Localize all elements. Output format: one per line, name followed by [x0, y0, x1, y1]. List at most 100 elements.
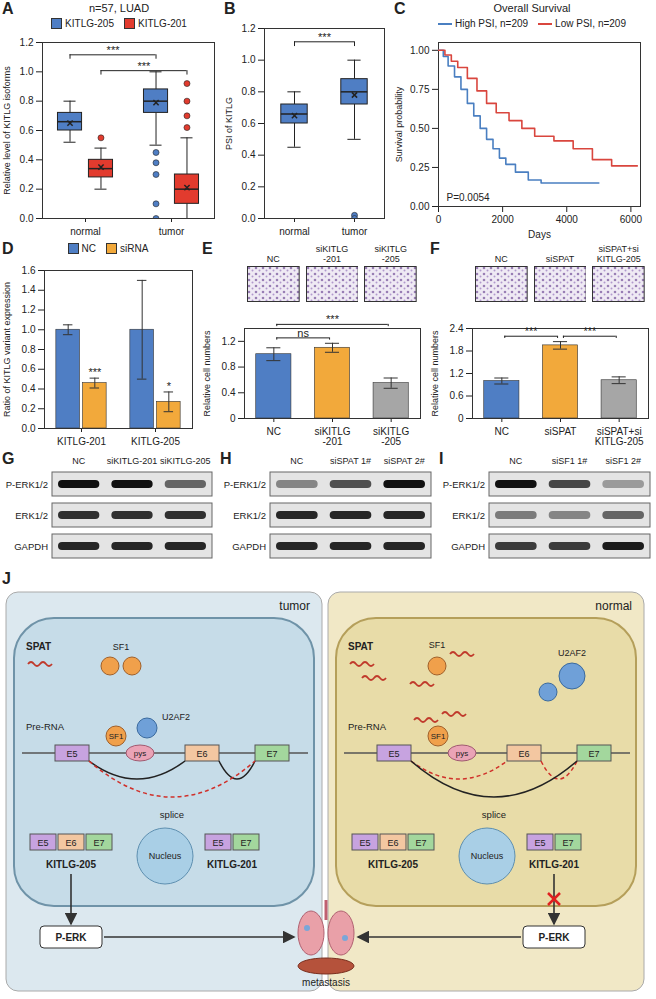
svg-text:***: *** — [88, 366, 102, 378]
svg-text:0.4: 0.4 — [20, 154, 34, 165]
svg-text:tumor: tumor — [342, 226, 368, 237]
svg-text:E7: E7 — [415, 838, 426, 848]
svg-text:siSF1 2#: siSF1 2# — [605, 456, 641, 466]
svg-text:1.2: 1.2 — [222, 336, 236, 347]
svg-text:***: *** — [107, 44, 121, 56]
svg-text:Days: Days — [528, 229, 551, 240]
svg-text:siKITLG-205: siKITLG-205 — [160, 456, 211, 466]
svg-text:metastasis: metastasis — [302, 977, 350, 988]
svg-text:1.2: 1.2 — [450, 368, 464, 379]
svg-text:0: 0 — [436, 214, 442, 225]
svg-text:Relative cell numbers: Relative cell numbers — [202, 330, 212, 417]
svg-text:E5: E5 — [359, 838, 370, 848]
svg-text:E6: E6 — [65, 838, 76, 848]
svg-text:SF1: SF1 — [429, 640, 446, 650]
svg-text:normal: normal — [70, 226, 101, 237]
svg-text:U2AF2: U2AF2 — [162, 712, 190, 722]
svg-text:normal: normal — [595, 599, 632, 613]
svg-text:Pre-RNA: Pre-RNA — [348, 721, 387, 732]
svg-text:0.8: 0.8 — [222, 361, 236, 372]
svg-text:KITLG-201: KITLG-201 — [529, 859, 579, 870]
svg-text:tumor: tumor — [279, 599, 310, 613]
svg-text:P=0.0054: P=0.0054 — [447, 192, 491, 203]
svg-text:1.2: 1.2 — [22, 304, 36, 315]
svg-text:ns: ns — [297, 327, 309, 339]
svg-text:SF1: SF1 — [109, 732, 124, 741]
svg-text:0.0: 0.0 — [242, 213, 256, 224]
svg-text:0.8: 0.8 — [22, 344, 36, 355]
svg-text:GAPDH: GAPDH — [14, 541, 48, 552]
svg-text:0.75: 0.75 — [410, 84, 430, 95]
svg-text:splice: splice — [482, 809, 506, 820]
svg-text:KITLG-201: KITLG-201 — [57, 436, 106, 447]
svg-text:E5: E5 — [37, 838, 48, 848]
svg-text:E6: E6 — [387, 838, 398, 848]
svg-text:splice: splice — [160, 809, 184, 820]
svg-text:siSPAT 2#: siSPAT 2# — [384, 456, 425, 466]
svg-text:siKITLG-201: siKITLG-201 — [314, 426, 350, 447]
svg-text:0.50: 0.50 — [410, 123, 430, 134]
svg-text:ERK1/2: ERK1/2 — [233, 510, 266, 521]
svg-text:1.4: 1.4 — [22, 284, 36, 295]
svg-text:PSI of KITLG: PSI of KITLG — [224, 97, 234, 150]
svg-text:pys: pys — [134, 749, 146, 758]
svg-text:E7: E7 — [240, 838, 251, 848]
svg-text:E7: E7 — [266, 749, 277, 759]
svg-text:***: *** — [525, 325, 539, 337]
svg-text:KITLG-201: KITLG-201 — [207, 859, 257, 870]
svg-text:ERK1/2: ERK1/2 — [15, 510, 48, 521]
svg-text:siSPAT: siSPAT — [545, 426, 577, 437]
svg-text:Relative level of KITLG isofor: Relative level of KITLG isoforms — [2, 66, 12, 195]
svg-text:0.4: 0.4 — [222, 387, 236, 398]
svg-text:Pre-RNA: Pre-RNA — [26, 721, 65, 732]
svg-text:0.4: 0.4 — [242, 149, 256, 160]
svg-text:***: *** — [318, 31, 332, 43]
svg-text:0.8: 0.8 — [20, 95, 34, 106]
svg-text:0: 0 — [230, 413, 236, 424]
svg-text:NC: NC — [509, 456, 522, 466]
svg-text:P-ERK: P-ERK — [55, 932, 87, 943]
svg-text:NC: NC — [290, 456, 303, 466]
svg-text:0.2: 0.2 — [20, 183, 34, 194]
svg-text:1.8: 1.8 — [450, 345, 464, 356]
svg-text:siSPAT 1#: siSPAT 1# — [330, 456, 371, 466]
svg-text:KITLG-205: KITLG-205 — [131, 436, 180, 447]
svg-text:1.0: 1.0 — [242, 54, 256, 65]
svg-text:tumor: tumor — [159, 226, 185, 237]
svg-text:SF1: SF1 — [431, 732, 446, 741]
svg-text:0.00: 0.00 — [410, 201, 430, 212]
svg-text:E6: E6 — [196, 749, 207, 759]
svg-text:1.0: 1.0 — [22, 324, 36, 335]
svg-text:E7: E7 — [588, 749, 599, 759]
svg-text:E5: E5 — [212, 838, 223, 848]
svg-text:0.2: 0.2 — [242, 181, 256, 192]
svg-text:***: *** — [326, 313, 340, 325]
svg-text:Survival probability: Survival probability — [394, 86, 404, 162]
svg-text:0.6: 0.6 — [242, 118, 256, 129]
svg-text:***: *** — [583, 325, 597, 337]
svg-text:pys: pys — [456, 749, 468, 758]
svg-text:1.0: 1.0 — [20, 66, 34, 77]
svg-text:SPAT: SPAT — [26, 641, 51, 652]
svg-text:KITLG-205: KITLG-205 — [368, 859, 418, 870]
svg-text:Nucleus: Nucleus — [471, 851, 504, 861]
svg-text:0.6: 0.6 — [20, 125, 34, 136]
svg-text:E6: E6 — [518, 749, 529, 759]
svg-text:*: * — [167, 380, 172, 392]
svg-text:Relative cell numbers: Relative cell numbers — [430, 330, 440, 417]
svg-text:0: 0 — [458, 413, 464, 424]
svg-text:1.00: 1.00 — [410, 45, 430, 56]
svg-text:2000: 2000 — [492, 214, 515, 225]
svg-text:SF1: SF1 — [113, 642, 130, 652]
svg-text:E7: E7 — [562, 838, 573, 848]
svg-text:***: *** — [138, 60, 152, 72]
svg-text:0.6: 0.6 — [22, 363, 36, 374]
svg-text:P-ERK1/2: P-ERK1/2 — [443, 479, 485, 490]
svg-text:P-ERK1/2: P-ERK1/2 — [224, 479, 266, 490]
svg-text:E5: E5 — [388, 749, 399, 759]
svg-text:siKITLG-201: siKITLG-201 — [107, 456, 158, 466]
svg-text:siKITLG-205: siKITLG-205 — [373, 426, 409, 447]
svg-text:ERK1/2: ERK1/2 — [452, 510, 485, 521]
svg-text:0.6: 0.6 — [450, 390, 464, 401]
svg-text:0.2: 0.2 — [22, 403, 36, 414]
